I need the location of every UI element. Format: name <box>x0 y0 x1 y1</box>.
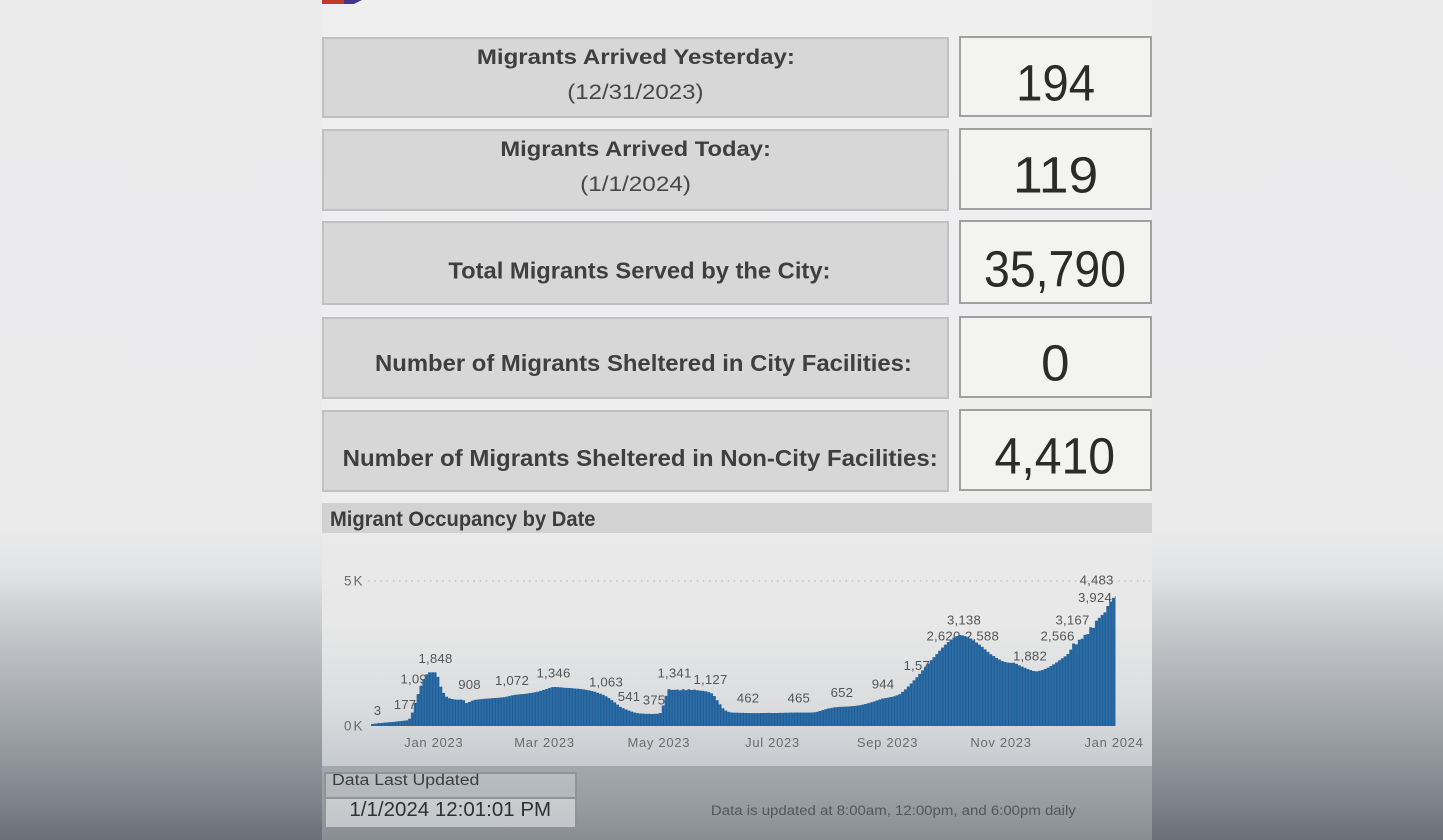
svg-text:1,882: 1,882 <box>1013 649 1047 664</box>
svg-text:1,346: 1,346 <box>536 666 570 681</box>
svg-text:462: 462 <box>737 691 760 706</box>
svg-text:2,588: 2,588 <box>965 629 999 644</box>
svg-text:Jan 2023: Jan 2023 <box>404 735 463 750</box>
svg-text:375: 375 <box>643 693 666 708</box>
svg-text:3,924: 3,924 <box>1078 590 1112 605</box>
svg-text:944: 944 <box>872 676 895 691</box>
svg-text:177: 177 <box>394 697 417 712</box>
svg-text:1,127: 1,127 <box>693 672 727 687</box>
svg-text:Mar 2023: Mar 2023 <box>514 735 575 750</box>
svg-text:1,848: 1,848 <box>418 651 452 666</box>
svg-text:Nov 2023: Nov 2023 <box>970 735 1031 750</box>
svg-text:May 2023: May 2023 <box>627 735 690 750</box>
svg-text:541: 541 <box>618 689 641 704</box>
svg-text:0K: 0K <box>344 719 365 734</box>
svg-text:1,072: 1,072 <box>495 673 529 688</box>
svg-text:4,483: 4,483 <box>1080 573 1114 588</box>
svg-text:1,063: 1,063 <box>589 675 623 690</box>
svg-text:3,138: 3,138 <box>947 613 981 628</box>
svg-text:Jan 2024: Jan 2024 <box>1084 735 1143 750</box>
svg-text:Jul 2023: Jul 2023 <box>745 735 800 750</box>
svg-text:2,566: 2,566 <box>1040 629 1074 644</box>
svg-text:1,341: 1,341 <box>657 666 691 681</box>
svg-text:Sep 2023: Sep 2023 <box>857 735 918 750</box>
svg-text:908: 908 <box>458 677 481 692</box>
svg-text:652: 652 <box>831 685 854 700</box>
svg-text:3: 3 <box>374 703 382 718</box>
svg-text:3,167: 3,167 <box>1055 613 1089 628</box>
svg-text:465: 465 <box>787 691 810 706</box>
svg-text:5K: 5K <box>344 574 365 589</box>
